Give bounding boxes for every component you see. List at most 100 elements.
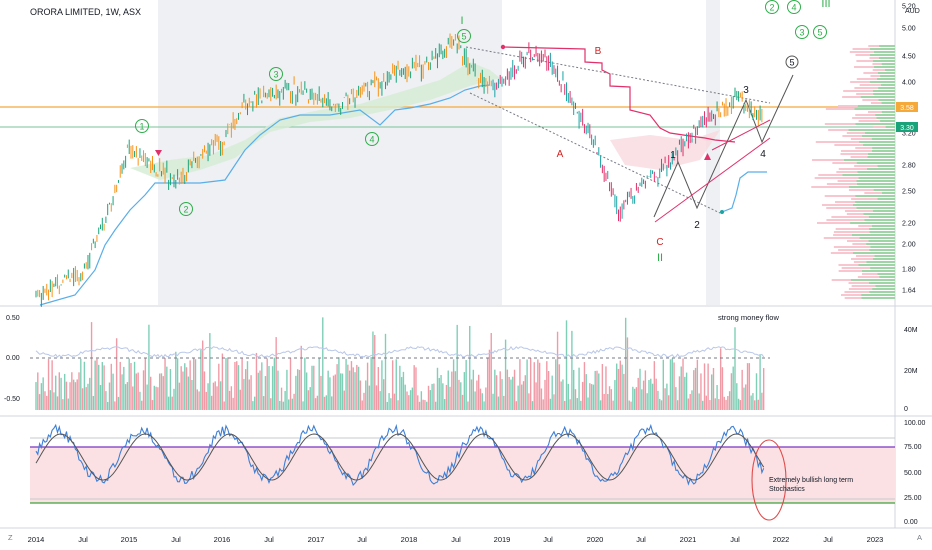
sub-wave-3-label: 3: [743, 85, 749, 96]
price-marker-last: 3.30: [900, 125, 914, 132]
volume-profile-buy: [878, 87, 895, 89]
volume-profile-sell: [858, 225, 872, 227]
volume-profile-buy: [874, 255, 895, 257]
volume-profile-sell: [863, 72, 878, 74]
time-tick-label: Jul: [543, 535, 553, 544]
timezone-button[interactable]: Z: [8, 533, 13, 542]
time-axis[interactable]: 2014 Jul 2015 Jul 2016 Jul 2017 Jul 2018 Jul 2019 J…: [28, 535, 884, 544]
volume-profile-buy: [874, 66, 895, 68]
volume-profile-sell: [840, 150, 872, 152]
volume-profile-sell: [842, 135, 863, 137]
volume-profile-buy: [872, 90, 895, 92]
volume-profile-buy: [881, 192, 895, 194]
volume-profile-sell: [868, 111, 882, 113]
volume-profile-sell: [844, 297, 862, 299]
volume-profile-sell: [855, 147, 873, 149]
volume-profile-sell: [833, 234, 852, 236]
wave-4-label: 4: [369, 135, 374, 145]
time-tick-label: Jul: [730, 535, 740, 544]
volume-bars: [35, 317, 765, 410]
wave-5-label: 5: [461, 32, 466, 42]
price-marker-high-bg: [896, 102, 918, 112]
volume-profile-sell: [832, 162, 857, 164]
volume-profile-sell: [845, 210, 873, 212]
volume-profile-sell: [855, 54, 870, 56]
price-tick-label: 4.50: [902, 54, 916, 61]
volume-profile-sell: [812, 159, 844, 161]
volume-profile-sell: [856, 78, 877, 80]
volume-profile-buy: [863, 213, 895, 215]
time-tick-label: 2016: [214, 535, 231, 544]
volume-profile-sell: [833, 231, 870, 233]
volume-profile-buy: [881, 102, 895, 104]
wave-2-label: 2: [183, 205, 188, 215]
volume-profile-sell: [831, 216, 869, 218]
volume-profile-buy: [857, 171, 895, 173]
volume-profile-sell: [811, 186, 849, 188]
volume-profile-sell: [870, 102, 882, 104]
future-wave-3-label: 3: [799, 28, 804, 38]
price-marker-high: 3.58: [900, 105, 914, 112]
volume-profile-buy: [884, 69, 895, 71]
price-tick-label: 3.20: [902, 131, 916, 138]
volume-profile-sell: [872, 63, 882, 65]
volume-profile-sell: [859, 84, 881, 86]
volume-profile-buy: [877, 165, 895, 167]
volume-profile-sell: [826, 219, 865, 221]
volume-profile-sell: [870, 75, 881, 77]
wave-B-label: B: [595, 46, 602, 57]
volume-profile-sell: [854, 165, 878, 167]
volume-profile-sell: [850, 138, 872, 140]
volume-profile-sell: [862, 99, 879, 101]
price-tick-label: 5.20: [902, 4, 916, 11]
volume-profile-buy: [851, 234, 895, 236]
volume-profile-sell: [818, 174, 843, 176]
volume-profile-buy: [843, 159, 895, 161]
auto-scale-button[interactable]: A: [917, 533, 922, 542]
volume-profile-buy: [872, 60, 895, 62]
volume-profile-buy: [867, 156, 895, 158]
volume-profile-buy: [869, 48, 895, 50]
volume-profile-buy: [852, 252, 895, 254]
stoch-axis: 100.00 75.00 50.00 25.00 0.00: [904, 420, 926, 526]
volume-profile-buy: [861, 270, 895, 272]
price-tick-label: 2.80: [902, 163, 916, 170]
volume-profile-sell: [838, 105, 858, 107]
elliott-wave-path: [653, 74, 794, 218]
sub-wave-5-label: 5: [789, 58, 794, 68]
volume-tick-label: 40M: [904, 327, 918, 334]
volume-profile-buy: [878, 99, 895, 101]
volume-profile-buy: [877, 72, 895, 74]
volume-profile-buy: [872, 210, 895, 212]
time-tick-label: 2019: [494, 535, 511, 544]
volume-profile-sell: [850, 258, 873, 260]
volume-profile-sell: [851, 285, 876, 287]
wave-II-label: II: [657, 252, 663, 264]
highlight-region-2: [706, 0, 720, 305]
volume-profile-buy: [869, 231, 895, 233]
price-tick-label: 1.80: [902, 267, 916, 274]
future-wave-4-label: 4: [791, 3, 796, 13]
future-wave-5-label: 5: [817, 28, 822, 38]
time-tick-label: Jul: [823, 535, 833, 544]
sub-wave-4-label: 4: [760, 149, 766, 160]
price-axis[interactable]: 5.205.004.504.003.503.202.802.502.202.00…: [902, 4, 916, 295]
volume-profile-buy: [869, 54, 895, 56]
time-tick-label: Jul: [171, 535, 181, 544]
wave-1-circle: [135, 119, 149, 133]
money-flow-line: [35, 346, 765, 359]
volume-profile-sell: [833, 246, 871, 248]
volume-profile-sell: [852, 117, 877, 119]
volume-profile-sell: [825, 108, 855, 110]
volume-profile-buy: [855, 123, 895, 125]
volume-profile: [811, 45, 895, 299]
volume-profile-buy: [857, 105, 895, 107]
volume-profile-sell: [838, 249, 870, 251]
wave-4-circle: [365, 132, 379, 146]
volume-profile-buy: [872, 288, 895, 290]
time-tick-label: Jul: [451, 535, 461, 544]
money-flow-tick-label: 0.00: [6, 355, 20, 362]
volume-profile-buy: [870, 246, 895, 248]
volume-profile-buy: [880, 75, 895, 77]
